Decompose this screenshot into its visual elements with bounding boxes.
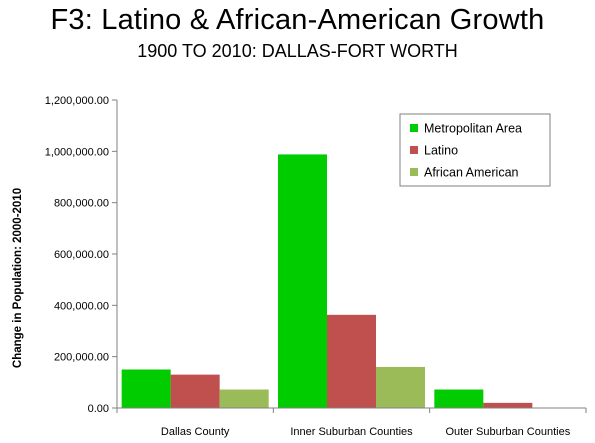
legend-entry: Metropolitan Area (424, 122, 522, 136)
bar-african-american (376, 366, 425, 408)
x-axis-ticks (116, 408, 587, 413)
legend: Metropolitan Area Latino African American (399, 113, 551, 187)
bar-latino (483, 402, 533, 408)
y-tick-label: 0.00 (88, 403, 109, 415)
bar-african-american (219, 389, 269, 408)
legend-swatch (410, 146, 418, 154)
chart-title: F3: Latino & African-American Growth (50, 4, 545, 36)
chart-subtitle: 1900 TO 2010: DALLAS-FORT WORTH (137, 41, 458, 61)
legend-box (399, 113, 551, 187)
x-axis-tick-labels: Dallas County Inner Suburban Counties Oute… (161, 426, 571, 438)
x-tick-label: Inner Suburban Counties (290, 426, 413, 438)
legend-swatch (410, 168, 418, 176)
legend-entry: Latino (424, 144, 458, 158)
y-tick-label: 600,000.00 (54, 249, 109, 261)
y-tick-label: 1,200,000.00 (45, 95, 109, 107)
bar-latino (170, 374, 220, 408)
y-axis-ticks (112, 99, 117, 409)
bars (121, 154, 533, 408)
legend-entry: African American (424, 166, 519, 180)
bar-metropolitan-area (278, 154, 327, 408)
y-axis-label: Change in Population: 2000-2010 (12, 188, 24, 368)
y-tick-label: 400,000.00 (54, 300, 109, 312)
y-tick-label: 200,000.00 (54, 352, 109, 364)
legend-swatch (410, 124, 418, 132)
bar-latino (327, 314, 376, 408)
x-tick-label: Outer Suburban Counties (445, 426, 570, 438)
bar-metropolitan-area (434, 389, 484, 408)
y-axis-tick-labels: 0.00 200,000.00 400,000.00 600,000.00 800,00… (45, 95, 109, 415)
y-tick-label: 1,000,000.00 (45, 146, 109, 158)
y-tick-label: 800,000.00 (54, 198, 109, 210)
x-tick-label: Dallas County (161, 426, 230, 438)
bar-metropolitan-area (121, 369, 171, 408)
